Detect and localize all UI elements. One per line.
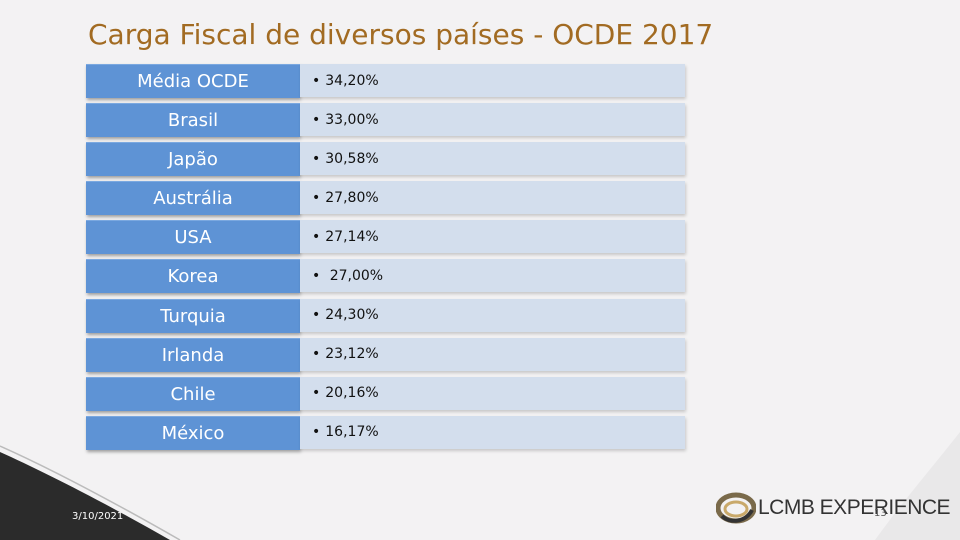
bullet: • bbox=[312, 72, 321, 89]
table-row: Chile • 20,16% bbox=[86, 376, 686, 411]
bullet: • bbox=[312, 189, 321, 206]
bullet: • bbox=[312, 307, 321, 324]
country-label: Média OCDE bbox=[86, 64, 300, 98]
tax-value: • 27,14% bbox=[300, 220, 685, 254]
page-number: 13 bbox=[874, 508, 887, 519]
country-label: Korea bbox=[86, 259, 300, 294]
tax-value-text: 16,17% bbox=[325, 424, 379, 441]
country-label: Austrália bbox=[86, 181, 300, 216]
table-row: Turquia • 24,30% bbox=[86, 298, 686, 333]
bullet: • bbox=[312, 111, 321, 128]
tax-value: • 24,30% bbox=[300, 298, 685, 332]
tax-value: • 16,17% bbox=[300, 415, 685, 449]
bullet: • bbox=[312, 346, 321, 363]
tax-value: • 27,80% bbox=[300, 181, 685, 215]
table-row: USA • 27,14% bbox=[86, 220, 686, 255]
table-row: México • 16,17% bbox=[86, 415, 686, 450]
bullet: • bbox=[312, 385, 321, 402]
country-label: Irlanda bbox=[86, 337, 300, 372]
tax-value: • 27,00% bbox=[300, 259, 685, 293]
tax-value-text: 33,00% bbox=[325, 111, 379, 128]
country-label: Chile bbox=[86, 376, 300, 411]
lcmb-swirl-icon bbox=[716, 492, 756, 524]
country-label: USA bbox=[86, 220, 300, 255]
tax-value-text: 27,00% bbox=[325, 267, 384, 284]
bullet: • bbox=[312, 267, 321, 284]
tax-value-text: 23,12% bbox=[325, 346, 379, 363]
footer-date: 3/10/2021 bbox=[72, 511, 124, 522]
tax-value-text: 20,16% bbox=[325, 385, 379, 402]
tax-value: • 34,20% bbox=[300, 64, 685, 97]
tax-value: • 20,16% bbox=[300, 376, 685, 410]
tax-value-text: 27,80% bbox=[325, 189, 379, 206]
table-row: Korea • 27,00% bbox=[86, 259, 686, 294]
country-label: Turquia bbox=[86, 298, 300, 333]
tax-value: • 30,58% bbox=[300, 142, 685, 176]
tax-value: • 23,12% bbox=[300, 337, 685, 371]
country-label: México bbox=[86, 415, 300, 450]
table-row: Austrália • 27,80% bbox=[86, 181, 686, 216]
tax-value-text: 27,14% bbox=[325, 228, 379, 245]
tax-value: • 33,00% bbox=[300, 103, 685, 137]
tax-value-text: 34,20% bbox=[325, 72, 379, 89]
bullet: • bbox=[312, 150, 321, 167]
logo-text: LCMB EXPERIENCE bbox=[758, 496, 951, 519]
tax-value-text: 30,58% bbox=[325, 150, 379, 167]
bullet: • bbox=[312, 228, 321, 245]
tax-burden-table: Média OCDE • 34,20% Brasil • 33,00% Japão … bbox=[86, 64, 686, 455]
tax-value-text: 24,30% bbox=[325, 307, 379, 324]
table-row: Média OCDE • 34,20% bbox=[86, 64, 686, 98]
bullet: • bbox=[312, 424, 321, 441]
slide-title: Carga Fiscal de diversos países - OCDE 2… bbox=[88, 18, 714, 51]
company-logo: LCMB EXPERIENCE bbox=[716, 486, 951, 530]
country-label: Brasil bbox=[86, 103, 300, 138]
country-label: Japão bbox=[86, 142, 300, 177]
table-row: Irlanda • 23,12% bbox=[86, 337, 686, 372]
table-row: Japão • 30,58% bbox=[86, 142, 686, 177]
table-row: Brasil • 33,00% bbox=[86, 103, 686, 138]
